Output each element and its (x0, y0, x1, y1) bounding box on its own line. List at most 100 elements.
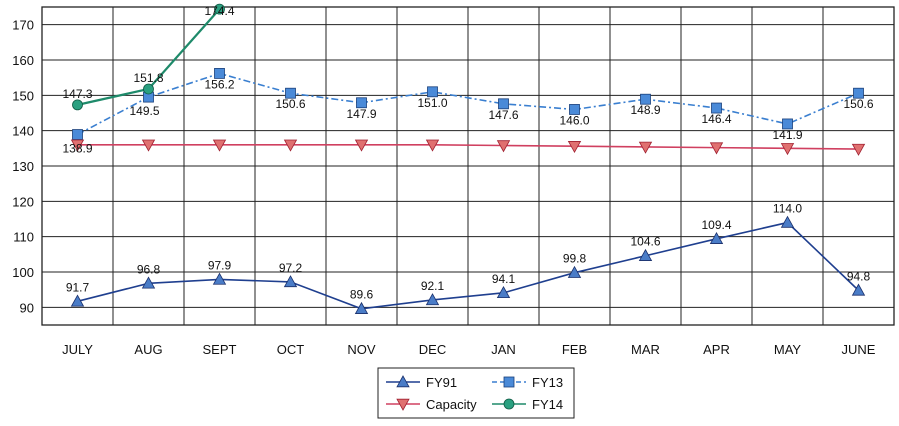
data-label: 99.8 (563, 252, 587, 266)
data-label: 89.6 (350, 288, 374, 302)
data-point (853, 87, 864, 99)
x-tick-label: JAN (491, 342, 516, 357)
x-tick-label: JULY (62, 342, 93, 357)
data-label: 147.9 (346, 107, 376, 121)
data-label: 94.8 (847, 269, 871, 283)
y-tick-label: 120 (12, 194, 34, 209)
data-point (212, 139, 227, 152)
data-label: 97.2 (279, 261, 303, 275)
legend-label: FY91 (426, 375, 457, 390)
legend-item-fy13: FY13 (492, 375, 563, 390)
data-point (503, 376, 515, 388)
y-tick-label: 140 (12, 124, 34, 139)
data-label: 92.1 (421, 279, 445, 293)
data-point (396, 398, 410, 411)
data-point (782, 118, 793, 130)
data-label: 96.8 (137, 262, 161, 276)
data-point (851, 143, 866, 156)
legend-item-fy91: FY91 (386, 375, 457, 390)
x-tick-label: APR (703, 342, 730, 357)
series-line (77, 144, 859, 150)
data-point (496, 286, 511, 299)
data-point (638, 141, 653, 154)
data-point (780, 143, 795, 156)
data-point (640, 93, 651, 105)
data-label: 146.4 (701, 112, 731, 126)
data-label: 91.7 (66, 280, 90, 294)
data-point (711, 102, 722, 114)
x-tick-label: FEB (562, 342, 587, 357)
y-tick-label: 110 (13, 230, 34, 245)
data-point (214, 3, 225, 15)
data-point (427, 86, 438, 98)
legend: FY91 FY13 Capacity FY14 (377, 367, 575, 419)
legend-label: FY14 (532, 397, 563, 412)
data-point (356, 97, 367, 109)
data-point (141, 276, 156, 289)
data-point (780, 215, 795, 228)
data-point (851, 283, 866, 296)
data-label: 150.6 (843, 97, 873, 111)
data-label: 109.4 (701, 218, 731, 232)
series-fy91 (70, 215, 866, 314)
series-fy14 (72, 3, 225, 111)
data-label: 150.6 (275, 97, 305, 111)
y-tick-label: 130 (12, 159, 34, 174)
legend-label: FY13 (532, 375, 563, 390)
data-label: 148.9 (630, 103, 660, 117)
legend-box (377, 367, 575, 419)
data-label: 97.9 (208, 258, 232, 272)
data-label: 149.5 (129, 104, 159, 118)
series-group (70, 3, 866, 314)
y-tick-label: 90 (20, 300, 34, 315)
x-tick-label: JUNE (842, 342, 876, 357)
data-point (70, 294, 85, 307)
data-label: 151.0 (417, 96, 447, 110)
y-tick-label: 160 (12, 53, 34, 68)
series-line (77, 221, 860, 310)
data-label: 146.0 (559, 113, 589, 127)
data-label: 138.9 (62, 142, 92, 156)
data-point (141, 139, 156, 152)
data-label: 94.1 (492, 272, 516, 286)
data-point (425, 139, 440, 152)
data-labels: 91.7 96.8 97.9 97.2 89.6 92.1 94.1 99.8 104.6 109… (62, 4, 873, 302)
y-axis: 90 100 110 120 130 140 150 160 170 (12, 18, 34, 316)
data-point (143, 83, 154, 95)
data-point (212, 272, 227, 285)
data-label: 147.6 (488, 108, 518, 122)
data-point (496, 140, 511, 153)
x-tick-label: MAY (774, 342, 802, 357)
x-axis: JULY AUG SEPT OCT NOV DEC JAN FEB MAR APR MAY JUNE (62, 342, 876, 357)
data-point (503, 398, 515, 410)
data-point (283, 139, 298, 152)
y-tick-label: 170 (12, 18, 34, 33)
data-point (638, 248, 653, 261)
data-point (285, 87, 296, 99)
data-point (425, 293, 440, 306)
data-point (567, 265, 582, 278)
data-point (354, 301, 369, 314)
series-line (77, 72, 859, 136)
x-tick-label: AUG (134, 342, 162, 357)
data-point (354, 139, 369, 152)
data-point (72, 99, 83, 111)
grid (41, 6, 895, 326)
data-label: 141.9 (772, 128, 802, 142)
data-point (72, 129, 83, 140)
series-fy13 (72, 68, 864, 140)
data-label: 147.3 (62, 87, 92, 101)
data-point (396, 375, 410, 388)
data-label: 156.2 (204, 77, 234, 91)
data-point (709, 231, 724, 244)
data-label: 114.0 (773, 202, 802, 216)
legend-label: Capacity (426, 397, 477, 412)
x-tick-label: SEPT (203, 342, 237, 357)
data-label: 104.6 (630, 235, 660, 249)
legend-item-fy14: FY14 (492, 397, 563, 412)
data-point (498, 98, 509, 110)
data-point (569, 104, 580, 115)
legend-item-capacity: Capacity (386, 397, 477, 412)
